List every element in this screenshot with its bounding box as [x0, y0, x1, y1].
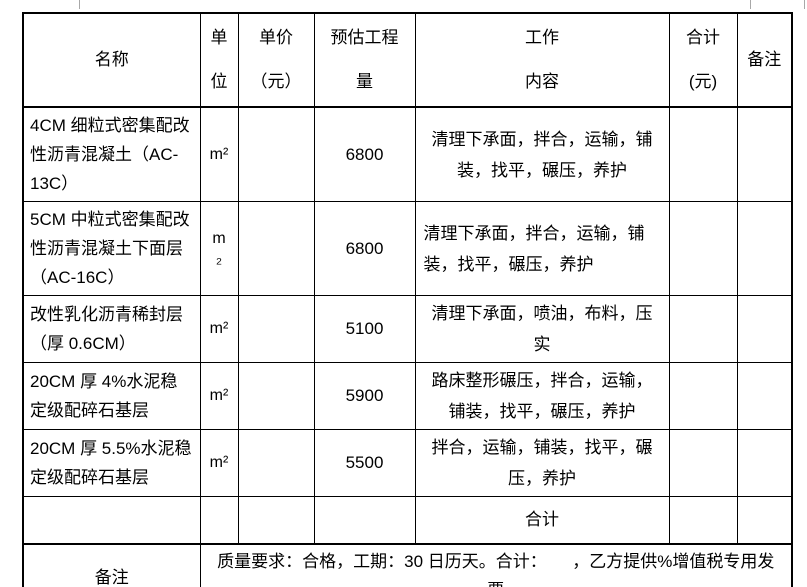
- col-header-unit-line2: 位: [210, 72, 228, 91]
- total-cell: [668, 496, 738, 544]
- unit-cell: m²: [199, 362, 239, 430]
- table-row-2: 5CM 中粒式密集配改性沥青混凝土下面层（AC-16C） m ₂ 6800 清理…: [22, 201, 793, 296]
- col-header-quantity-line2: 量: [356, 72, 373, 91]
- quantity-cell: 6800: [313, 106, 416, 202]
- unit-price-cell: [237, 496, 315, 544]
- col-header-remark-label: 备注: [747, 50, 782, 69]
- col-header-name: 名称: [22, 12, 201, 108]
- col-header-quantity: 预估工程 量: [313, 12, 416, 108]
- item-name-cell: 20CM 厚 5.5%水泥稳定级配碎石基层: [22, 429, 201, 497]
- remark-cell: [736, 362, 793, 430]
- table-row-4: 20CM 厚 4%水泥稳定级配碎石基层 m² 5900 路床整形碾压，拌合，运输…: [22, 362, 793, 430]
- unit-cell: m²: [199, 429, 239, 497]
- col-header-unit-line1: 单: [210, 28, 228, 47]
- item-name-cell: 20CM 厚 4%水泥稳定级配碎石基层: [22, 362, 201, 430]
- work-cell: 路床整形碾压，拌合，运输，铺装，找平，碾压，养护: [414, 362, 670, 430]
- col-header-unit-price-line1: 单价: [259, 28, 293, 47]
- unit-price-cell: [237, 362, 315, 430]
- footer-label-cell: 备注: [22, 542, 201, 587]
- subtotal-row: 合计: [22, 496, 793, 544]
- crop-artifact-tick: [804, 0, 805, 9]
- unit-price-cell: [237, 295, 315, 363]
- quantity-cell: 5100: [313, 295, 416, 363]
- quantity-cell: 5500: [313, 429, 416, 497]
- quantity-cell: 6800: [313, 201, 416, 296]
- unit-cell: m ₂: [199, 201, 239, 296]
- col-header-work-line1: 工作: [525, 28, 559, 47]
- crop-artifact-tick: [79, 0, 80, 9]
- remark-cell: [736, 106, 793, 202]
- col-header-total: 合计 (元): [668, 12, 738, 108]
- quantity-cell: [313, 496, 416, 544]
- item-name-cell: [22, 496, 201, 544]
- col-header-total-line1: 合计: [686, 28, 720, 47]
- unit-cell: [199, 496, 239, 544]
- item-name-cell: 5CM 中粒式密集配改性沥青混凝土下面层（AC-16C）: [22, 201, 201, 296]
- unit-cell: m²: [199, 106, 239, 202]
- header-row: 名称 单 位 单价 （元） 预估工程 量 工作 内容 合计 (元): [22, 12, 793, 108]
- subtotal-label-cell: 合计: [414, 496, 670, 544]
- total-cell: [668, 106, 738, 202]
- total-cell: [668, 429, 738, 497]
- remark-cell: [736, 429, 793, 497]
- col-header-name-label: 名称: [94, 50, 129, 69]
- footer-row: 备注 质量要求：合格，工期：30 日历天。合计： ，乙方提供%增值税专用发票: [22, 542, 793, 587]
- unit-cell: m²: [199, 295, 239, 363]
- table-row-1: 4CM 细粒式密集配改性沥青混凝土（AC-13C） m² 6800 清理下承面，…: [22, 106, 793, 202]
- total-cell: [668, 201, 738, 296]
- work-cell: 拌合，运输，铺装，找平，碾压，养护: [414, 429, 670, 497]
- item-name-cell: 4CM 细粒式密集配改性沥青混凝土（AC-13C）: [22, 106, 201, 202]
- total-cell: [668, 362, 738, 430]
- work-cell: 清理下承面，拌合，运输，铺装，找平，碾压，养护: [414, 201, 670, 296]
- table-row-5: 20CM 厚 5.5%水泥稳定级配碎石基层 m² 5500 拌合，运输，铺装，找…: [22, 429, 793, 497]
- work-cell: 清理下承面，拌合，运输，铺装，找平，碾压，养护: [414, 106, 670, 202]
- total-cell: [668, 295, 738, 363]
- col-header-work-line2: 内容: [525, 72, 559, 91]
- work-cell: 清理下承面，喷油，布料，压实: [414, 295, 670, 363]
- footer-content-cell: 质量要求：合格，工期：30 日历天。合计： ，乙方提供%增值税专用发票: [199, 542, 793, 587]
- unit-price-cell: [237, 429, 315, 497]
- cost-table: 名称 单 位 单价 （元） 预估工程 量 工作 内容 合计 (元): [22, 12, 793, 587]
- crop-artifact-tick: [750, 0, 751, 9]
- remark-cell: [736, 496, 793, 544]
- unit-price-cell: [237, 106, 315, 202]
- item-name-cell: 改性乳化沥青稀封层（厚 0.6CM）: [22, 295, 201, 363]
- col-header-unit-price: 单价 （元）: [237, 12, 315, 108]
- unit-price-cell: [237, 201, 315, 296]
- col-header-quantity-line1: 预估工程: [330, 28, 399, 47]
- quantity-cell: 5900: [313, 362, 416, 430]
- table-row-3: 改性乳化沥青稀封层（厚 0.6CM） m² 5100 清理下承面，喷油，布料，压…: [22, 295, 793, 363]
- col-header-remark: 备注: [736, 12, 793, 108]
- remark-cell: [736, 201, 793, 296]
- col-header-work: 工作 内容: [414, 12, 670, 108]
- col-header-unit: 单 位: [199, 12, 239, 108]
- col-header-total-line2: (元): [688, 72, 718, 91]
- col-header-unit-price-line2: （元）: [250, 72, 302, 91]
- remark-cell: [736, 295, 793, 363]
